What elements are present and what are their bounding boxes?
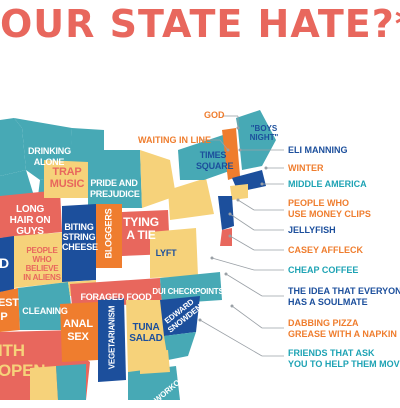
callout-eli-manning: ELI MANNING <box>288 145 348 155</box>
state-vermont <box>222 128 240 180</box>
callout-soulmate-2: HAS A SOULMATE <box>288 297 368 307</box>
callout-money-clips-1: PEOPLE WHO <box>288 198 350 208</box>
callout-casey-affleck: CASEY AFFLECK <box>288 245 364 255</box>
state-illinois <box>62 204 96 282</box>
state-label-lyft: LYFT <box>155 248 177 258</box>
state-kansas <box>14 232 70 288</box>
callout-winter: WINTER <box>288 163 324 173</box>
state-indiana <box>96 204 122 268</box>
state-label-left-open: OPEN <box>0 361 46 380</box>
state-georgia <box>140 350 170 374</box>
state-pennsylvania <box>168 178 214 220</box>
state-lower-teal <box>56 364 86 400</box>
state-wisconsin <box>88 150 142 208</box>
state-west-virginia <box>150 228 198 278</box>
state-maine <box>236 110 276 170</box>
state-label-tuna-salad: TUNA SALAD <box>129 322 163 344</box>
callout-money-clips-2: USE MONEY CLIPS <box>288 209 371 219</box>
state-label-aliens: PEOPLE WHO BELIEVE IN ALIENS <box>23 246 61 282</box>
callout-soulmate-1: THE IDEA THAT EVERYONE <box>288 286 400 296</box>
state-label-anal-sex: ANAL SEX <box>63 318 93 343</box>
state-label-left-ith: ITH <box>0 341 25 360</box>
state-kentucky <box>70 278 162 306</box>
state-label-cleaning: CLEANING <box>22 306 68 316</box>
state-connecticut <box>230 184 248 200</box>
state-colorado <box>0 190 62 238</box>
callout-boys-night: "BOYS NIGHT" <box>249 124 279 142</box>
callout-friends-1: FRIENDS THAT ASK <box>288 348 375 358</box>
callout-middle-america: MIDDLE AMERICA <box>288 179 367 189</box>
state-virginia <box>160 272 222 304</box>
state-iowa <box>44 160 88 198</box>
state-washington <box>0 118 26 176</box>
state-label-foraged-food: FORAGED FOOD <box>80 292 152 302</box>
callout-waiting-in-line: WAITING IN LINE <box>138 135 211 145</box>
page-title: OUR STATE HATE?* <box>0 2 400 46</box>
state-south-carolina <box>164 332 196 360</box>
state-north-carolina <box>160 296 200 336</box>
state-label-bloggers: BLOGGERS <box>103 208 114 259</box>
callout-jellyfish: JELLYFISH <box>288 225 336 235</box>
callout-dabbing-2: GREASE WITH A NAPKIN <box>288 329 397 339</box>
callout-dabbing-1: DABBING PIZZA <box>288 318 359 328</box>
state-florida <box>128 366 180 400</box>
callout-friends-2: YOU TO HELP THEM MOVE <box>288 359 400 369</box>
state-michigan <box>140 150 176 208</box>
state-label-left-est: EST <box>0 297 19 309</box>
state-label-left-p: P <box>0 311 8 323</box>
state-label-times-square: TIMES SQUARE <box>196 150 234 171</box>
state-label-pride-and-prejudice: PRIDE AND PREJUDICE <box>90 178 140 199</box>
state-arizona <box>0 288 20 332</box>
state-mississippi <box>98 298 126 382</box>
state-label-biting-string-cheese: BITING STRING CHEESE <box>62 222 98 252</box>
state-label-tying-a-tie: TYING A TIE <box>123 215 159 242</box>
state-oklahoma <box>18 282 74 330</box>
state-label-left-d: D <box>0 255 9 271</box>
state-arkansas <box>60 302 98 362</box>
callout-cheap-coffee: CHEAP COFFEE <box>288 265 359 275</box>
state-delaware <box>220 228 232 246</box>
state-utah <box>0 236 14 292</box>
state-new-jersey <box>218 196 234 230</box>
state-label-vegetarianism: VEGETARIANISM <box>107 305 117 370</box>
state-label-dui-checkpoints: DUI CHECKPOINTS <box>152 287 224 296</box>
state-label-long-hair-on-guys: LONG HAIR ON GUYS <box>9 204 51 237</box>
state-label-trap-music: TRAP MUSIC <box>49 166 85 190</box>
state-label-drinking-alone: DRINKING ALONE <box>28 146 71 167</box>
callout-god: GOD <box>204 110 225 120</box>
state-new-mexico <box>30 366 58 400</box>
